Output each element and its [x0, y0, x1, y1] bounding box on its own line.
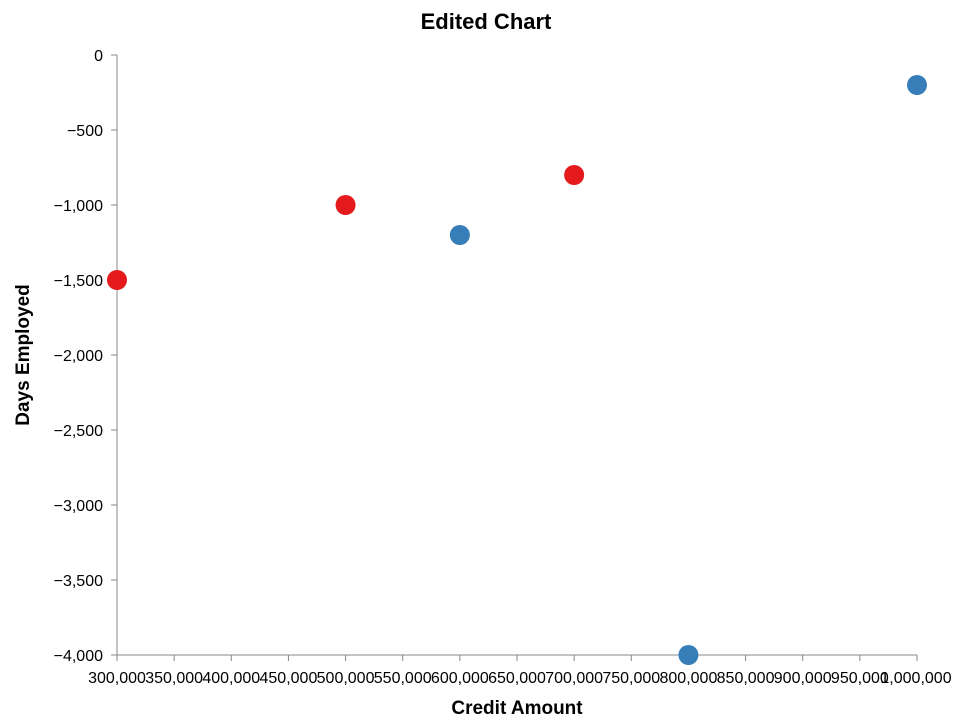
- y-tick-label: −1,500: [54, 273, 103, 290]
- y-tick-label: −3,000: [54, 498, 103, 515]
- data-points: [107, 75, 927, 665]
- x-tick-label: 750,000: [602, 670, 660, 687]
- x-axis-title: Credit Amount: [451, 698, 583, 719]
- x-tick-label: 650,000: [488, 670, 546, 687]
- x-tick-label: 550,000: [374, 670, 432, 687]
- x-tick-label: 600,000: [431, 670, 489, 687]
- y-tick-label: −500: [67, 123, 103, 140]
- y-tick-label: −2,500: [54, 423, 103, 440]
- data-point[interactable]: [107, 270, 127, 290]
- x-tick-label: 950,000: [831, 670, 889, 687]
- x-tick-label: 500,000: [317, 670, 375, 687]
- x-tick-label: 350,000: [145, 670, 203, 687]
- y-tick-label: −2,000: [54, 348, 103, 365]
- x-tick-label: 1,000,000: [880, 670, 951, 687]
- y-axis: 0 −500 −1,000 −1,500 −2,000 −2,500 −3,000 −3,50…: [54, 48, 118, 665]
- y-tick-label: 0: [94, 48, 103, 65]
- chart-title: Edited Chart: [421, 9, 552, 34]
- data-point[interactable]: [907, 75, 927, 95]
- data-point[interactable]: [678, 645, 699, 665]
- y-tick-label: −1,000: [54, 198, 103, 215]
- x-tick-label: 400,000: [202, 670, 260, 687]
- x-tick-label: 850,000: [717, 670, 775, 687]
- data-point[interactable]: [335, 195, 356, 215]
- x-axis: 300,000 350,000 400,000 450,000 500,000 550,0…: [88, 654, 952, 687]
- x-tick-label: 450,000: [260, 670, 318, 687]
- data-point[interactable]: [564, 165, 585, 185]
- x-tick-label: 900,000: [774, 670, 832, 687]
- y-tick-label: −4,000: [54, 648, 103, 665]
- y-axis-title: Days Employed: [13, 284, 34, 426]
- x-tick-label: 700,000: [545, 670, 603, 687]
- y-tick-label: −3,500: [54, 573, 103, 590]
- x-tick-label: 300,000: [88, 670, 146, 687]
- data-point[interactable]: [449, 225, 470, 245]
- x-tick-label: 800,000: [660, 670, 718, 687]
